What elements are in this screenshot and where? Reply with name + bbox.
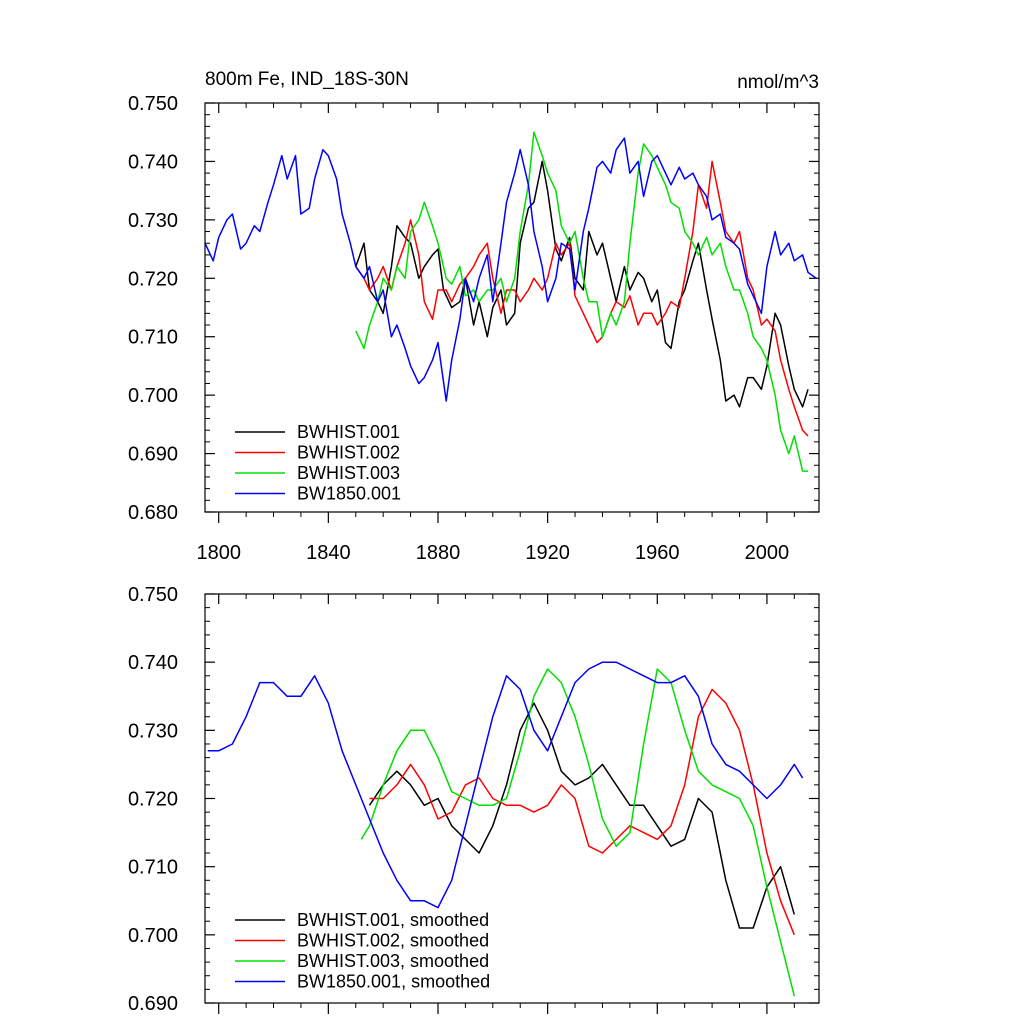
x-tick-label: 2000 [745, 542, 790, 564]
series-line-bwhist-002-smoothed [369, 688, 795, 936]
y-tick-label: 0.720 [128, 789, 178, 811]
y-tick-label: 0.730 [128, 210, 178, 232]
legend-label: BW1850.001 [297, 484, 401, 504]
legend-label: BWHIST.002 [297, 443, 400, 463]
chart-title: 800m Fe, IND_18S-30N [205, 69, 409, 90]
y-tick-label: 0.690 [128, 444, 178, 466]
x-tick-label: 1840 [306, 542, 351, 564]
y-tick-label: 0.710 [128, 327, 178, 349]
x-tick-label: 1960 [635, 542, 680, 564]
y-tick-label: 0.720 [128, 268, 178, 290]
series-line-bwhist-003 [355, 131, 808, 472]
series-line-bw1850-001 [204, 137, 817, 402]
x-tick-label: 1920 [525, 542, 570, 564]
y-tick-label: 0.700 [128, 925, 178, 947]
legend-label: BWHIST.003 [297, 463, 400, 483]
bottom-chart: 0.690 0.700 0.710 0.720 0.730 0.740 0.750 BWHI… [128, 584, 820, 1015]
plot-frame [204, 593, 820, 1004]
y-tick-label: 0.690 [128, 993, 178, 1015]
legend-label: BWHIST.003, smoothed [297, 951, 489, 971]
series-line-bwhist-001 [355, 160, 809, 408]
legend-label: BW1850.001, smoothed [297, 972, 490, 992]
y-tick-label: 0.750 [128, 584, 178, 606]
series-line-bwhist-003-smoothed [360, 668, 796, 997]
series-line-bw1850-001-smoothed [207, 661, 804, 909]
y-tick-label: 0.700 [128, 385, 178, 407]
x-tick-label: 1880 [416, 542, 461, 564]
legend-label: BWHIST.001 [297, 422, 400, 442]
y-tick-label: 0.730 [128, 720, 178, 742]
y-tick-label: 0.750 [128, 93, 178, 115]
plot-frame [204, 102, 820, 513]
units-label: nmol/m^3 [737, 72, 819, 93]
x-tick-label: 1800 [196, 542, 241, 564]
top-chart: 800m Fe, IND_18S-30N nmol/m^3 0.680 0.690… [128, 69, 820, 564]
y-tick-label: 0.740 [128, 151, 178, 173]
y-tick-label: 0.680 [128, 502, 178, 524]
legend-label: BWHIST.002, smoothed [297, 931, 489, 951]
y-tick-label: 0.710 [128, 857, 178, 879]
legend-label: BWHIST.001, smoothed [297, 910, 489, 930]
y-tick-label: 0.740 [128, 652, 178, 674]
series-line-bwhist-001-smoothed [368, 702, 796, 929]
